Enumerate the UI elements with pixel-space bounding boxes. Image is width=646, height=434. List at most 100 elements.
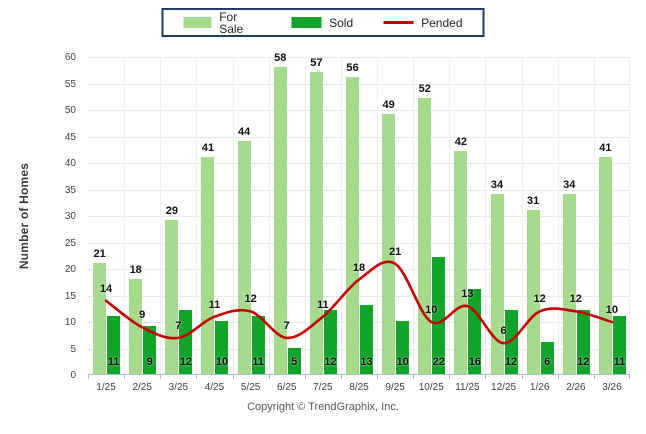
y-tick-label: 5 — [70, 343, 76, 355]
x-tick-label: 7/25 — [313, 382, 333, 393]
sold-value-label: 6 — [544, 356, 551, 368]
pended-value-label: 10 — [605, 304, 619, 316]
x-axis: 1/25 2/25 3/25 4/25 5/25 6/25 7/25 8/25 9/25 10/2… — [88, 379, 630, 395]
pended-value-label: 12 — [533, 293, 546, 306]
x-tick-label: 9/25 — [385, 382, 405, 393]
gridline-horizontal — [88, 83, 630, 85]
sold-value-label: 9 — [146, 356, 153, 368]
for-sale-value-label: 49 — [382, 99, 395, 112]
y-tick-label: 10 — [64, 317, 76, 328]
sold-value-label: 11 — [252, 356, 264, 368]
gridline-horizontal — [88, 110, 630, 111]
gridline-vertical — [413, 57, 415, 374]
sold-value-label: 12 — [324, 356, 337, 368]
pended-value-label: 7 — [175, 319, 182, 332]
gridline-vertical — [196, 57, 198, 374]
for-sale-value-label: 29 — [165, 205, 178, 218]
sold-value-label: 11 — [107, 356, 120, 368]
pended-value-label: 12 — [244, 293, 257, 306]
bar-for-sale — [309, 71, 323, 374]
legend-label-for-sale: For Sale — [219, 9, 244, 36]
bar-sold — [540, 342, 554, 374]
x-axis-tick — [593, 375, 595, 379]
x-tick-label: 1/25 — [96, 382, 116, 393]
x-axis-tick — [124, 375, 126, 379]
bar-for-sale — [598, 156, 612, 374]
gridline-vertical — [268, 57, 270, 374]
y-tick-label: 30 — [64, 211, 76, 222]
for-sale-value-label: 41 — [599, 141, 612, 154]
pended-value-label: 12 — [569, 293, 582, 306]
x-axis-tick — [196, 375, 198, 379]
bar-sold — [287, 347, 301, 374]
gridline-horizontal — [88, 189, 630, 191]
sold-value-label: 12 — [577, 356, 590, 368]
y-tick-label: 55 — [64, 78, 76, 90]
x-axis-tick — [377, 375, 379, 379]
x-tick-label: 10/25 — [418, 382, 444, 393]
for-sale-value-label: 57 — [310, 56, 323, 69]
legend-item-sold: Sold — [291, 17, 353, 29]
y-tick-label: 25 — [64, 237, 76, 249]
bar-for-sale — [346, 77, 359, 374]
x-axis-tick — [521, 375, 523, 379]
for-sale-value-label: 44 — [237, 125, 251, 138]
pended-value-label: 14 — [99, 282, 113, 295]
for-sale-value-label: 56 — [346, 62, 359, 75]
pended-value-label: 6 — [500, 325, 507, 338]
x-tick-label: 6/25 — [276, 382, 297, 393]
x-tick-label: 2/25 — [132, 382, 152, 393]
x-axis-tick — [340, 375, 342, 379]
x-tick-label: 3/25 — [168, 382, 189, 393]
x-tick-label: 1/26 — [529, 382, 550, 393]
gridline-vertical — [557, 57, 559, 374]
gridline-vertical — [340, 57, 342, 374]
x-axis-tick — [629, 375, 630, 379]
copyright-text: Copyright © TrendGraphix, Inc. — [247, 401, 399, 413]
gridline-vertical — [160, 57, 162, 374]
gridline-vertical — [629, 57, 630, 374]
x-axis-tick — [557, 375, 559, 379]
pended-value-label: 18 — [352, 261, 366, 274]
y-tick-label: 50 — [64, 105, 76, 116]
gridline-vertical — [377, 57, 379, 374]
bar-for-sale — [237, 140, 251, 374]
legend-label-pended: Pended — [421, 15, 463, 30]
bar-for-sale — [93, 262, 107, 374]
x-axis-tick — [449, 375, 451, 379]
x-tick-label: 8/25 — [349, 382, 369, 393]
gridline-horizontal — [88, 216, 630, 217]
x-tick-label: 12/25 — [491, 382, 517, 393]
bar-for-sale — [201, 156, 215, 374]
gridline-vertical — [304, 57, 306, 374]
gridline-vertical — [124, 57, 126, 374]
bar-for-sale — [382, 114, 396, 374]
pended-value-label: 13 — [461, 288, 474, 301]
pended-value-label: 11 — [317, 298, 329, 311]
gridline-horizontal — [88, 242, 630, 244]
x-axis-tick — [160, 375, 162, 379]
x-tick-label: 4/25 — [204, 382, 225, 393]
gridline-vertical — [521, 57, 523, 374]
x-tick-label: 11/25 — [455, 382, 480, 393]
bar-for-sale — [418, 98, 432, 374]
gridline-vertical — [449, 57, 451, 374]
bar-for-sale — [490, 193, 504, 374]
x-tick-label: 2/26 — [566, 382, 586, 393]
sold-value-label: 12 — [179, 356, 192, 368]
sold-value-label: 12 — [504, 356, 518, 368]
bar-for-sale — [526, 209, 540, 374]
for-sale-swatch-icon — [183, 17, 212, 28]
gridline-vertical — [232, 57, 234, 374]
for-sale-value-label: 34 — [563, 178, 576, 191]
legend-item-pended: Pended — [383, 15, 463, 30]
bar-for-sale — [454, 151, 468, 374]
gridline-vertical — [593, 57, 595, 374]
for-sale-value-label: 18 — [129, 263, 142, 276]
pended-value-label: 10 — [425, 304, 438, 316]
sold-value-label: 16 — [468, 356, 482, 368]
pended-value-label: 11 — [208, 298, 221, 311]
for-sale-value-label: 21 — [93, 247, 106, 260]
bar-for-sale — [165, 220, 179, 374]
